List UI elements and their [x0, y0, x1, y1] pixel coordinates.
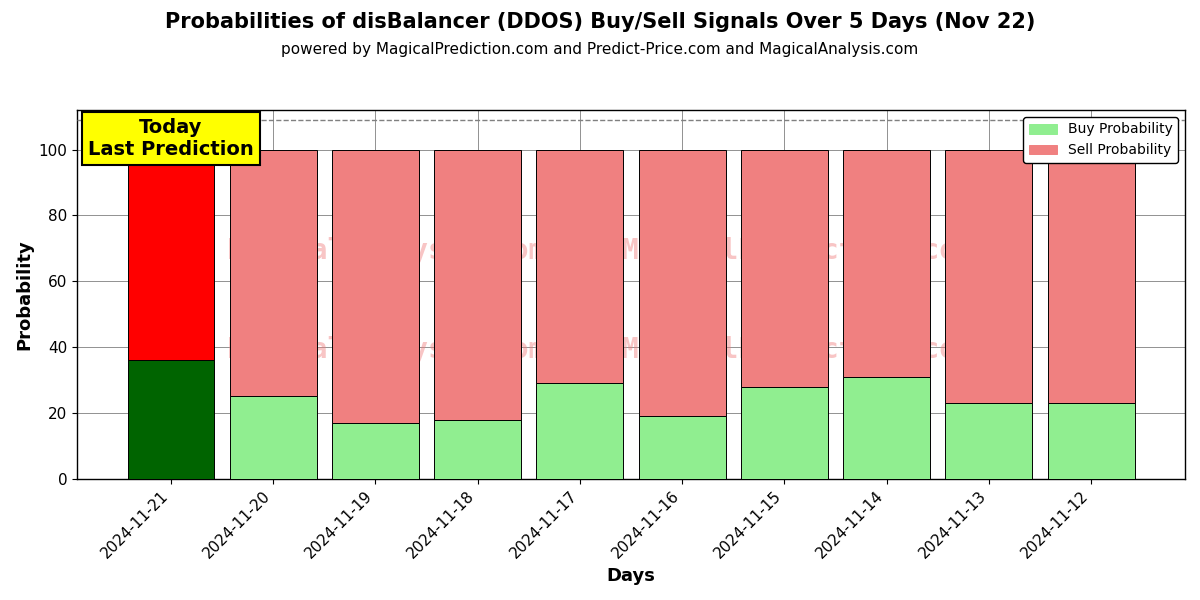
- Bar: [1048, 149, 1135, 403]
- Text: Probabilities of disBalancer (DDOS) Buy/Sell Signals Over 5 Days (Nov 22): Probabilities of disBalancer (DDOS) Buy/…: [164, 12, 1036, 32]
- Bar: [638, 149, 726, 416]
- Text: MagicalAnalysis.com: MagicalAnalysis.com: [228, 236, 546, 265]
- Bar: [127, 149, 215, 360]
- Text: MagicalPrediction.com: MagicalPrediction.com: [622, 236, 973, 265]
- Y-axis label: Probability: Probability: [14, 239, 32, 350]
- X-axis label: Days: Days: [607, 567, 655, 585]
- Bar: [844, 149, 930, 377]
- Bar: [229, 397, 317, 479]
- Text: MagicalPrediction.com: MagicalPrediction.com: [622, 335, 973, 364]
- Bar: [1048, 403, 1135, 479]
- Bar: [638, 416, 726, 479]
- Bar: [332, 149, 419, 423]
- Legend: Buy Probability, Sell Probability: Buy Probability, Sell Probability: [1024, 117, 1178, 163]
- Bar: [946, 149, 1032, 403]
- Bar: [332, 423, 419, 479]
- Bar: [946, 403, 1032, 479]
- Bar: [229, 149, 317, 397]
- Bar: [740, 149, 828, 386]
- Bar: [536, 149, 624, 383]
- Bar: [740, 386, 828, 479]
- Text: MagicalAnalysis.com: MagicalAnalysis.com: [228, 335, 546, 364]
- Bar: [844, 377, 930, 479]
- Text: Today
Last Prediction: Today Last Prediction: [88, 118, 254, 159]
- Text: powered by MagicalPrediction.com and Predict-Price.com and MagicalAnalysis.com: powered by MagicalPrediction.com and Pre…: [281, 42, 919, 57]
- Bar: [434, 419, 521, 479]
- Bar: [536, 383, 624, 479]
- Bar: [127, 360, 215, 479]
- Bar: [434, 149, 521, 419]
